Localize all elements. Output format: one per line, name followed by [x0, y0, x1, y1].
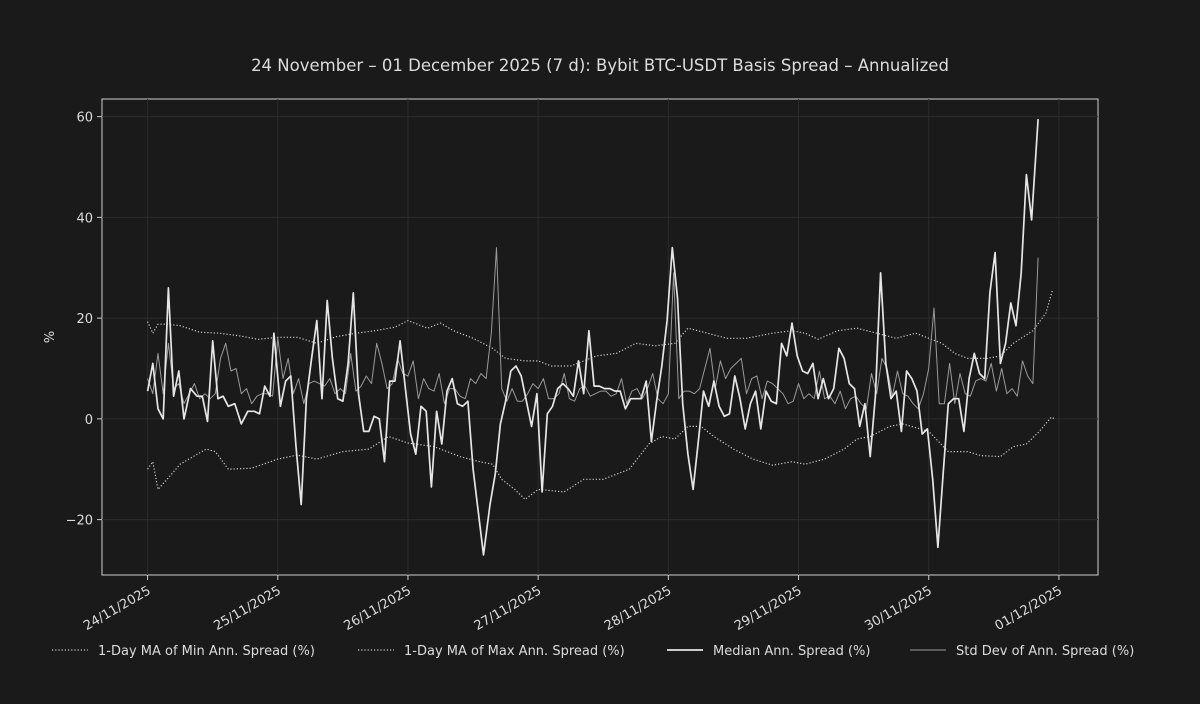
- y-tick-label: 40: [76, 211, 93, 226]
- series-line-3: [146, 119, 1039, 556]
- legend-label: Std Dev of Ann. Spread (%): [956, 644, 1134, 659]
- chart-title: 24 November – 01 December 2025 (7 d): By…: [251, 56, 949, 75]
- y-tick-label: −20: [66, 514, 93, 529]
- legend-label: 1-Day MA of Min Ann. Spread (%): [98, 644, 315, 659]
- legend-label: Median Ann. Spread (%): [713, 644, 870, 659]
- series-line-4: [147, 247, 1039, 410]
- y-tick-label: 20: [76, 312, 93, 327]
- y-axis-label: %: [43, 331, 58, 343]
- series-line-2: [147, 290, 1053, 367]
- y-tick-label: 60: [76, 111, 93, 126]
- series-layer: [146, 119, 1056, 556]
- grid: [102, 99, 1098, 575]
- y-tick-label: 0: [85, 413, 93, 428]
- y-axis: −20 0 20 40 60: [66, 111, 102, 529]
- plot-area: [101, 98, 1099, 576]
- legend-label: 1-Day MA of Max Ann. Spread (%): [404, 644, 625, 659]
- legend: 1-Day MA of Min Ann. Spread (%) 1-Day MA …: [52, 644, 1134, 659]
- series-line-1: [147, 416, 1056, 500]
